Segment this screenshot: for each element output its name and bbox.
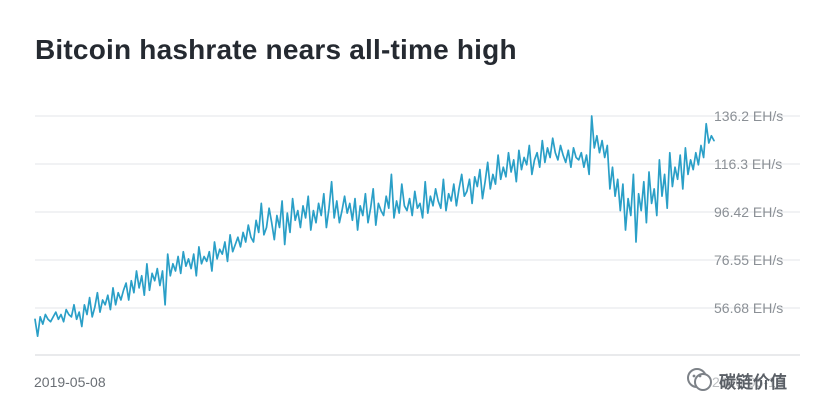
x-tick-label-start: 2019-05-08 [34,374,106,390]
watermark-text: 碳链价值 [719,372,787,393]
chart-title: Bitcoin hashrate nears all-time high [35,34,517,65]
watermark: 碳链价值 [683,363,789,397]
gridlines [35,115,800,356]
series-layer [34,115,715,338]
y-tick-label: 136.2 EH/s [714,108,784,124]
y-tick-label: 116.3 EH/s [714,156,783,173]
y-tick-label: 56.68 EH/s [714,300,784,316]
series-line-hashrate [34,115,715,338]
wechat-logo-icon [687,368,712,391]
y-tick-label: 96.42 EH/s [714,204,784,221]
y-tick-label: 76.55 EH/s [714,252,784,269]
